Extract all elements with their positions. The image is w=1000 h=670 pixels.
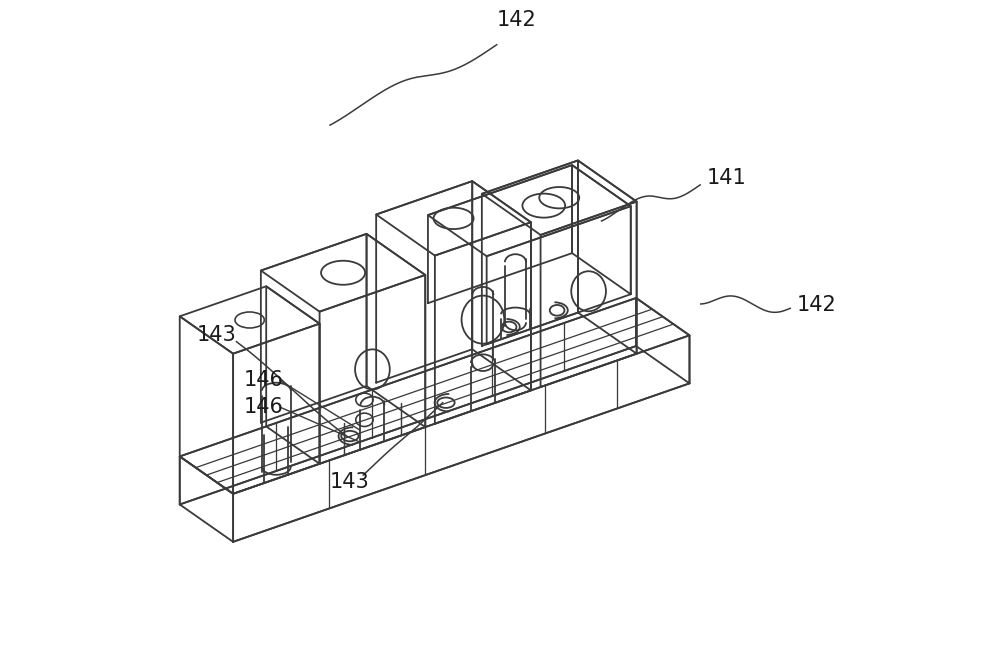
Text: 143: 143 [196,325,236,345]
Text: 141: 141 [707,168,747,188]
Text: 142: 142 [497,10,537,30]
Text: 146: 146 [243,371,283,391]
Text: 143: 143 [330,472,370,492]
Text: 142: 142 [797,295,837,315]
Text: 146: 146 [243,397,283,417]
